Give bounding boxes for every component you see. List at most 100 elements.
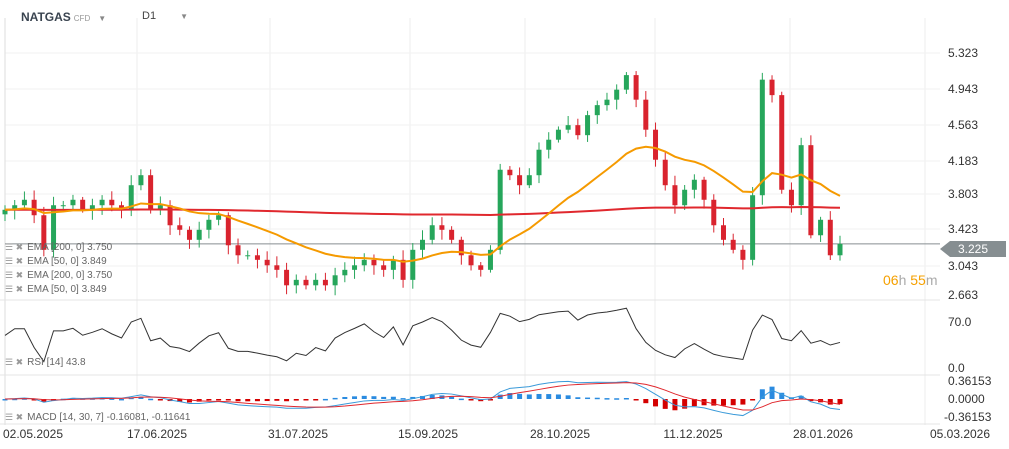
macd-histogram-bar (837, 399, 843, 405)
macd-histogram-bar (128, 397, 134, 400)
candle (439, 225, 445, 230)
menu-icon[interactable]: ☰ ✖ (5, 412, 24, 422)
candle (119, 205, 125, 210)
candle (653, 129, 659, 160)
timeframe-selector[interactable]: D1 ▼ (142, 10, 188, 22)
candle (293, 279, 299, 286)
symbol-selector[interactable]: NATGAS CFD ▼ (21, 10, 106, 24)
macd-histogram-bar (148, 398, 154, 401)
indicator-legend-ema200[interactable]: ☰ ✖ EMA [200, 0] 3.750 (5, 242, 113, 253)
indicator-legend-ema50[interactable]: ☰ ✖ EMA [50, 0] 3.849 (5, 256, 107, 267)
candle (410, 249, 416, 280)
indicator-legend-macd[interactable]: ☰ ✖ MACD [14, 30, 7] -0.16081, -0.11641 (5, 412, 191, 423)
menu-icon[interactable]: ☰ ✖ (5, 256, 24, 266)
chevron-down-icon: ▼ (180, 12, 188, 21)
indicator-legend-ema200[interactable]: ☰ ✖ EMA [200, 0] 3.750 (5, 270, 113, 281)
date-tick: 02.05.2025 (2, 427, 64, 441)
macd-histogram-bar (2, 399, 8, 401)
candle (507, 169, 513, 176)
macd-histogram-bar (352, 396, 358, 399)
macd-histogram-bar (41, 399, 47, 402)
macd-histogram-bar (701, 399, 707, 406)
macd-histogram-bar (730, 399, 736, 406)
candle (235, 245, 241, 256)
candle (284, 269, 290, 286)
candle (206, 219, 212, 230)
macd-histogram-bar (284, 399, 290, 402)
rsi-tick: 0.0 (948, 361, 965, 375)
macd-histogram-bar (526, 394, 532, 399)
macd-histogram-bar (361, 395, 367, 399)
candle (691, 179, 697, 190)
macd-histogram-bar (332, 397, 338, 400)
macd-histogram-bar (711, 399, 717, 406)
candle (322, 279, 328, 286)
candle (216, 215, 222, 220)
candle (420, 239, 425, 250)
candle (177, 225, 183, 230)
candle (818, 219, 824, 236)
macd-histogram-bar (206, 399, 212, 401)
macd-histogram-bar (458, 398, 464, 401)
candle (759, 79, 765, 196)
rsi-line (4, 307, 841, 363)
candle (575, 125, 581, 136)
candle (614, 89, 620, 100)
candle (371, 259, 377, 266)
candle (526, 175, 532, 186)
macd-histogram-bar (264, 399, 270, 402)
macd-histogram-bar (633, 399, 639, 401)
macd-histogram-bar (371, 396, 377, 399)
candle (342, 269, 348, 276)
candle (89, 205, 95, 210)
macd-histogram-bar (138, 396, 144, 399)
macd-histogram-bar (623, 397, 629, 400)
chevron-down-icon: ▼ (98, 14, 107, 23)
macd-histogram-bar (594, 397, 600, 400)
menu-icon[interactable]: ☰ ✖ (5, 242, 24, 252)
candle (682, 189, 688, 206)
macd-histogram-bar (410, 396, 416, 399)
macd-histogram-bar (303, 399, 309, 401)
candle (167, 205, 173, 226)
macd-histogram-bar (487, 399, 493, 401)
candle (701, 179, 707, 200)
macd-histogram-bar (235, 399, 241, 402)
candle (837, 243, 843, 256)
menu-icon[interactable]: ☰ ✖ (5, 284, 24, 294)
candle (109, 199, 115, 206)
candle (400, 259, 406, 280)
macd-histogram-bar (429, 395, 435, 399)
candle (332, 275, 338, 286)
indicator-legend-ema50[interactable]: ☰ ✖ EMA [50, 0] 3.849 (5, 284, 107, 295)
macd-histogram-bar (546, 394, 552, 399)
macd-signal-line (4, 382, 841, 411)
candle (245, 255, 251, 257)
macd-histogram-bar (177, 399, 183, 402)
candle (497, 169, 503, 250)
candle (623, 75, 629, 90)
macd-tick: -0.36153 (944, 410, 992, 424)
macd-histogram-bar (585, 397, 591, 400)
date-tick: 28.01.2026 (792, 427, 854, 441)
macd-histogram-bar (420, 395, 425, 399)
indicator-legend-rsi[interactable]: ☰ ✖ RSI [14] 43.8 (5, 357, 86, 368)
macd-histogram-bar (322, 398, 328, 401)
price-tick: 4.183 (948, 154, 979, 168)
candle (769, 79, 775, 96)
macd-histogram-bar (216, 399, 222, 401)
timeframe-value: D1 (142, 10, 157, 22)
menu-icon[interactable]: ☰ ✖ (5, 357, 24, 367)
candle (128, 185, 134, 210)
macd-histogram-bar (400, 398, 406, 400)
price-tick: 4.563 (948, 118, 979, 132)
candle (148, 175, 154, 210)
candle (585, 115, 591, 136)
macd-histogram-bar (604, 398, 610, 400)
menu-icon[interactable]: ☰ ✖ (5, 270, 24, 280)
candle (779, 95, 785, 190)
macd-histogram-bar (682, 399, 688, 409)
macd-histogram-bar (245, 399, 251, 402)
price-tick: 4.943 (948, 82, 979, 96)
